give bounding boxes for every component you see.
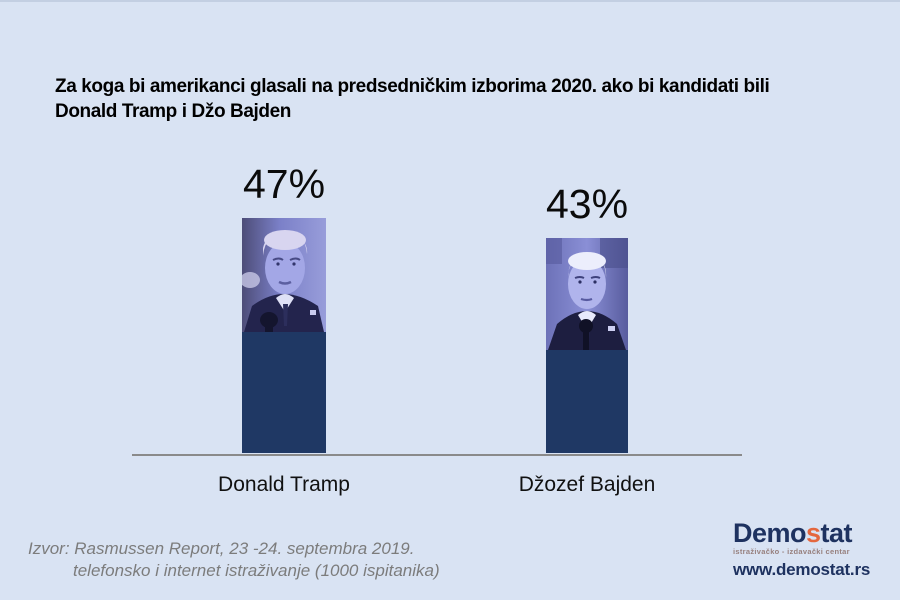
bar-donald-tramp[interactable]: [242, 218, 326, 453]
demostat-wordmark: Demostat: [733, 519, 863, 547]
wordmark-accent-s: s: [806, 518, 821, 548]
chart-title-line1: Za koga bi amerikanci glasali na predsed…: [55, 76, 770, 97]
demostat-tagline: istraživačko - izdavački centar: [733, 547, 850, 556]
chart-title: Za koga bi amerikanci glasali na predsed…: [55, 74, 855, 124]
bar-fill-donald-tramp: [242, 332, 326, 453]
demostat-website[interactable]: www.demostat.rs: [733, 560, 871, 579]
demostat-logo: Demostat istraživačko - izdavački centar…: [733, 519, 871, 580]
wordmark-prefix: Demo: [733, 518, 807, 548]
wordmark-suffix: tat: [820, 518, 853, 548]
category-label-donald-tramp: Donald Tramp: [218, 473, 350, 496]
chart-title-line2: Donald Tramp i Džo Bajden: [55, 101, 291, 122]
bar-fill-dzozef-bajden: [546, 350, 628, 453]
source-line2: telefonsko i internet istraživanje (1000…: [73, 561, 440, 580]
donald-tramp-portrait: [242, 218, 326, 332]
dzozef-bajden-portrait: [546, 238, 628, 350]
bar-dzozef-bajden[interactable]: [546, 238, 628, 453]
category-label-dzozef-bajden: Džozef Bajden: [518, 473, 656, 496]
x-axis-line: [132, 454, 742, 456]
source-note: Izvor: Rasmussen Report, 23 -24. septemb…: [28, 538, 440, 582]
bar-value-label-dzozef-bajden: 43%: [545, 181, 629, 227]
bar-value-label-donald-tramp: 47%: [242, 161, 326, 207]
source-line1: Izvor: Rasmussen Report, 23 -24. septemb…: [28, 539, 415, 558]
